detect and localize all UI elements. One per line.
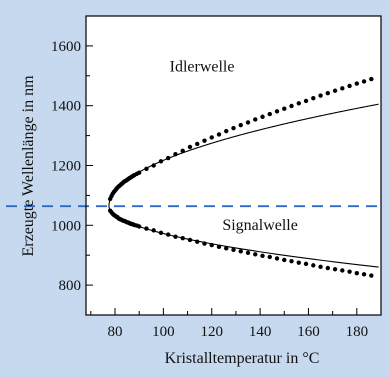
x-tick-label: 140: [249, 324, 272, 340]
data-point: [151, 228, 156, 233]
data-point: [303, 98, 309, 104]
annotations: Idlerwelle Signalwelle: [170, 58, 298, 233]
data-point: [180, 148, 185, 154]
x-tick-label: 160: [297, 324, 320, 340]
data-point: [303, 261, 309, 267]
annotation-signal: Signalwelle: [222, 217, 298, 234]
fit-curve-layer: [108, 103, 379, 268]
data-point: [253, 117, 258, 122]
data-point: [224, 128, 229, 134]
data-point: [231, 125, 236, 131]
data-point: [354, 270, 360, 276]
data-point: [267, 254, 272, 260]
plot-area: [86, 16, 381, 315]
data-point: [137, 170, 142, 175]
annotation-idler: Idlerwelle: [170, 58, 235, 75]
y-tick-label: 1200: [51, 159, 81, 175]
data-point: [282, 106, 287, 111]
data-point: [267, 111, 272, 117]
x-tick-label: 100: [152, 324, 175, 340]
data-point: [231, 247, 236, 253]
data-point: [187, 144, 193, 150]
data-point: [332, 88, 338, 93]
data-points-layer: [107, 76, 374, 278]
data-point: [296, 260, 301, 265]
data-point: [289, 103, 294, 109]
data-point: [202, 138, 207, 143]
data-point: [144, 166, 149, 171]
data-point: [245, 120, 251, 125]
data-point: [311, 96, 316, 101]
data-point: [144, 226, 149, 231]
data-point: [253, 252, 258, 257]
data-point: [216, 244, 222, 250]
data-point: [296, 101, 301, 106]
x-tick-label: 80: [108, 324, 123, 340]
data-point: [195, 141, 200, 147]
data-point: [158, 230, 164, 235]
data-point: [195, 239, 200, 244]
data-point: [332, 267, 338, 272]
data-point: [340, 268, 345, 273]
data-point: [274, 109, 280, 114]
data-point: [151, 163, 156, 168]
data-point: [209, 242, 214, 248]
x-tick-label: 180: [346, 324, 369, 340]
data-point: [369, 273, 374, 278]
fit-curve: [108, 103, 379, 268]
x-axis-ticks: 80 100 120 140 160 180: [90, 308, 369, 340]
y-tick-label: 800: [59, 278, 82, 294]
data-point: [158, 159, 164, 164]
data-point: [180, 235, 185, 241]
data-point: [216, 132, 222, 137]
data-point: [282, 257, 287, 263]
y-tick-label: 1400: [51, 99, 81, 115]
data-point: [361, 79, 367, 84]
data-point: [318, 93, 323, 98]
y-axis-title: Erzeugte Wellenlänge in nm: [20, 75, 37, 257]
data-point: [202, 241, 207, 246]
data-point: [166, 155, 171, 161]
y-tick-label: 1600: [51, 39, 81, 55]
data-point: [209, 135, 214, 140]
data-point: [369, 76, 374, 82]
data-point: [260, 253, 265, 258]
data-point: [318, 264, 323, 270]
data-point: [325, 90, 330, 96]
data-point: [173, 234, 178, 239]
data-point: [260, 114, 265, 119]
x-axis-title: Kristalltemperatur in °C: [165, 350, 320, 367]
data-point: [187, 237, 193, 243]
data-point: [340, 86, 345, 91]
data-point: [245, 250, 251, 256]
x-tick-label: 120: [200, 324, 223, 340]
data-point: [238, 249, 243, 254]
data-point: [173, 151, 178, 157]
data-point: [137, 224, 142, 229]
data-point: [311, 263, 316, 268]
data-point: [224, 246, 229, 251]
y-tick-label: 1000: [51, 218, 81, 234]
data-point: [354, 81, 360, 86]
data-point: [325, 265, 330, 271]
data-point: [361, 272, 367, 277]
data-point: [289, 258, 294, 264]
data-point: [347, 83, 352, 89]
data-point: [166, 232, 171, 237]
y-axis-ticks: 800 1000 1200 1400 1600: [51, 39, 93, 294]
data-point: [238, 122, 243, 128]
data-point: [347, 269, 352, 274]
data-point: [274, 256, 280, 261]
